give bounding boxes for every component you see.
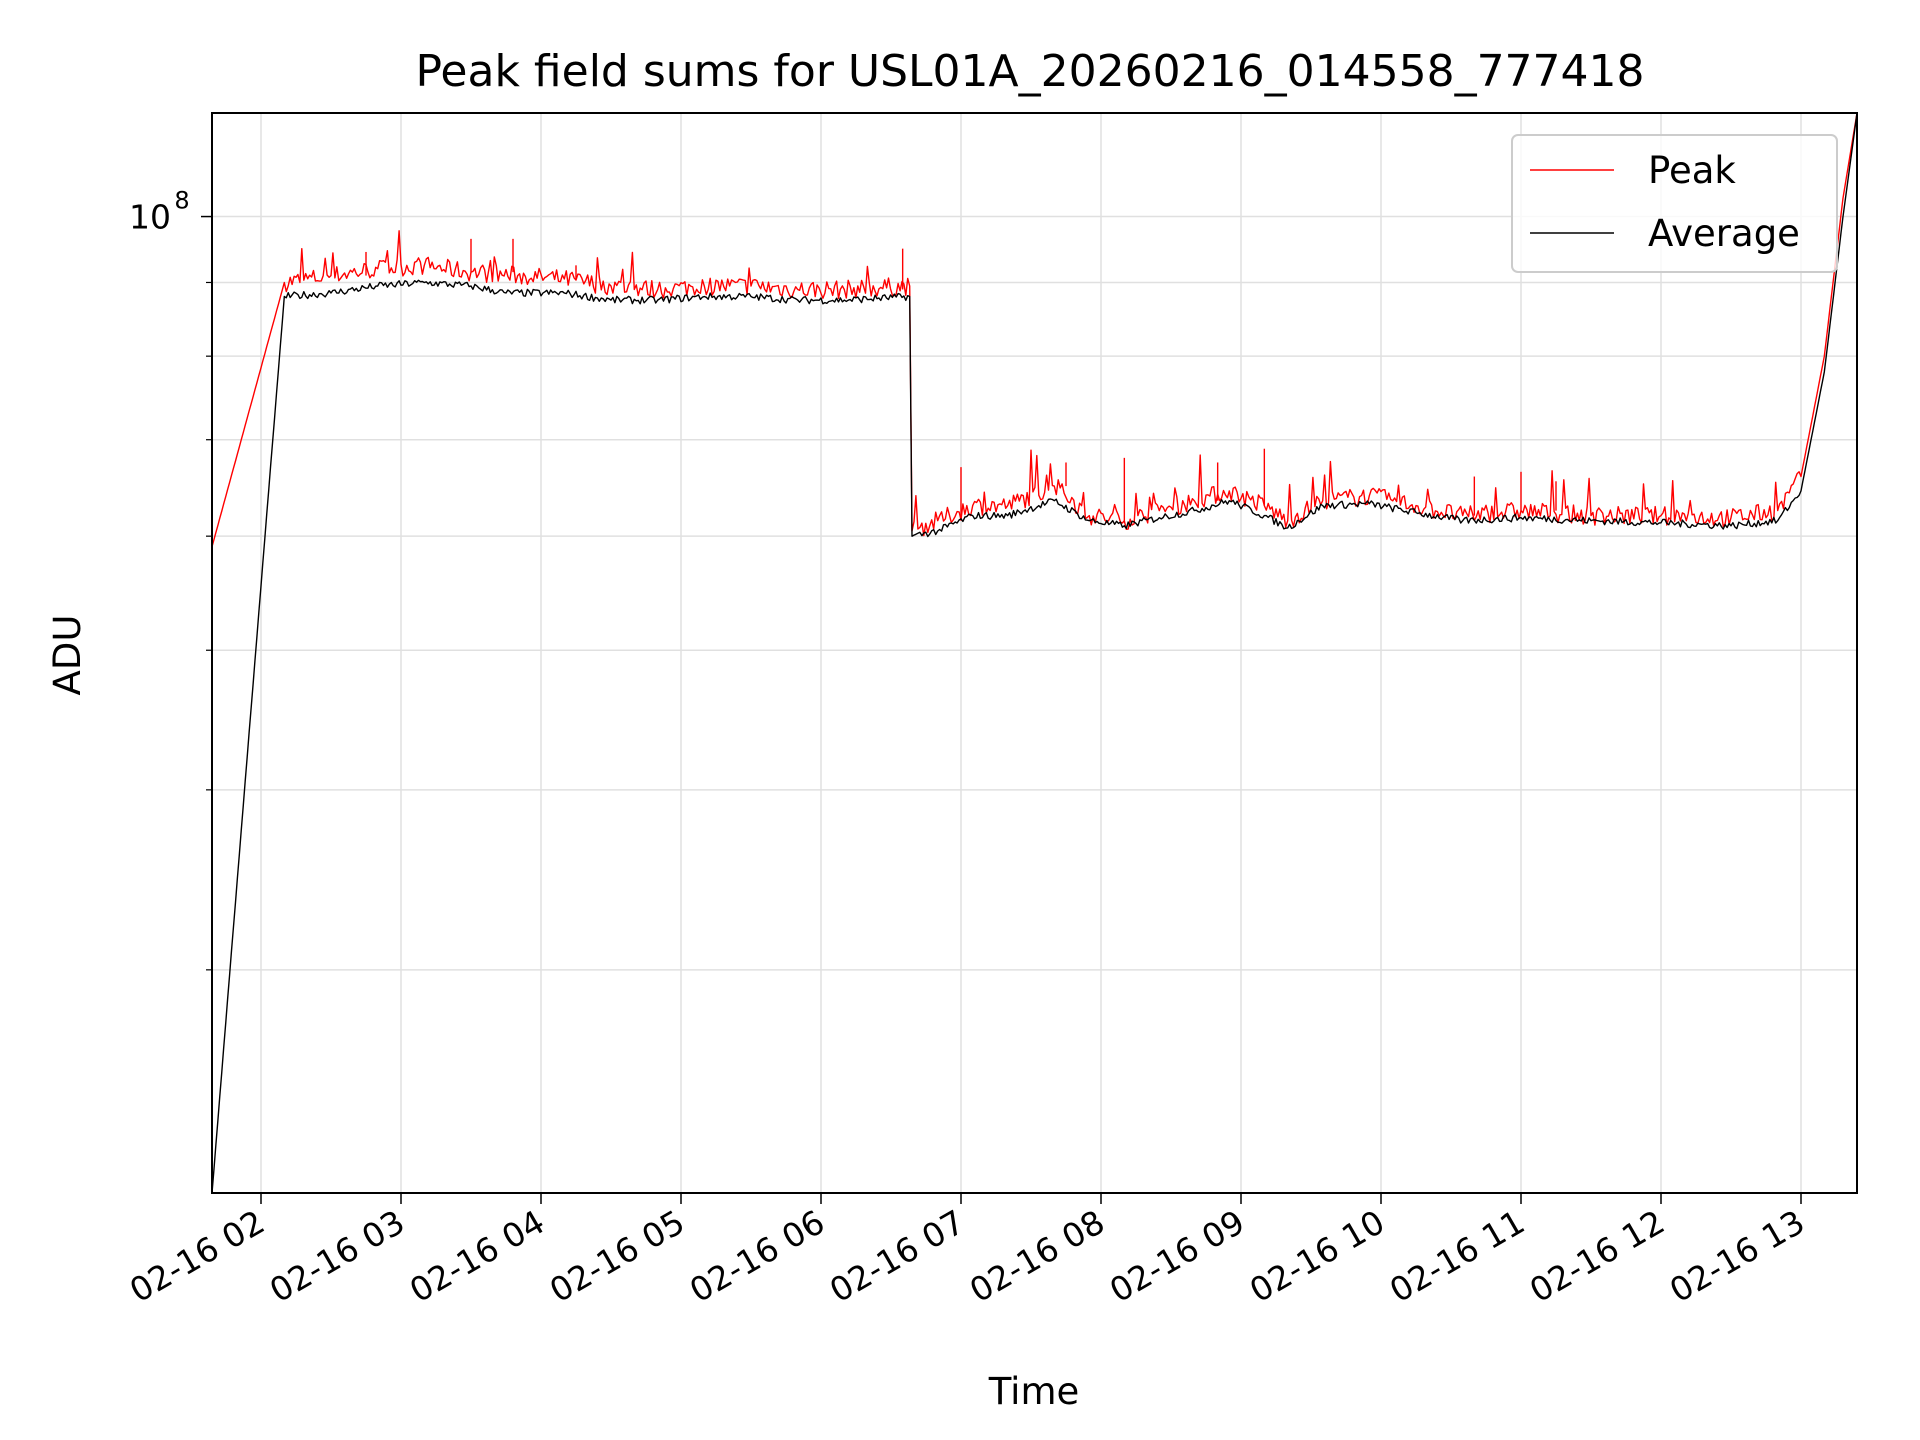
legend: Peak Average [1511,134,1838,273]
series-line-peak [211,112,1858,547]
plot-frame [211,112,1858,1194]
series-line-average [211,112,1858,1194]
chart-title: Peak field sums for USL01A_20260216_0145… [415,46,1644,97]
series-layer [211,112,1858,1194]
y-axis-label: ADU [46,615,89,696]
y-tick-label: 10 [129,198,171,237]
legend-label-peak: Peak [1648,149,1736,192]
x-axis-label: Time [988,1370,1080,1413]
legend-label-average: Average [1648,212,1800,255]
y-tick-label-exponent: 8 [174,187,189,215]
